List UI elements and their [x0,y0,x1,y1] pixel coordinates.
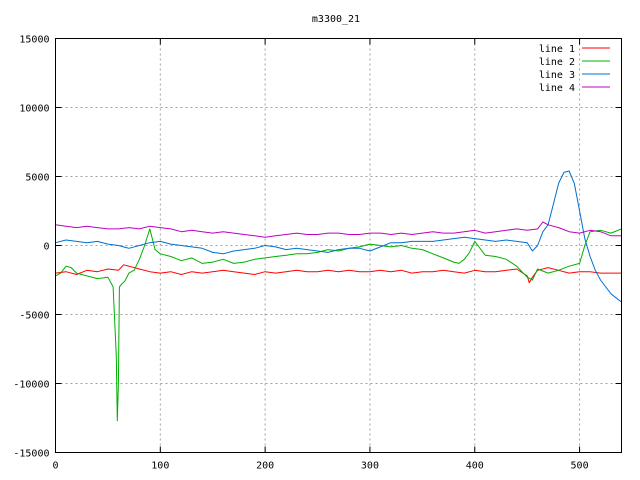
series-line-2 [55,228,622,422]
y-tick-label: 5000 [25,173,49,184]
y-tick-label: -10000 [13,380,49,391]
series-line-4 [55,221,622,238]
legend-label-2: line 2 [539,57,575,68]
x-tick-label: 100 [151,461,169,472]
legend-label-1: line 1 [539,44,575,55]
x-tick-label: 200 [256,461,274,472]
legend-label-3: line 3 [539,70,575,81]
grid [55,38,622,453]
x-tick-label: 300 [361,461,379,472]
axis-ticks: 0 100 200 300 400 500 -15000 -10000 -5000 0 5000 10… [13,35,622,472]
y-tick-label: -15000 [13,449,49,460]
y-tick-label: -5000 [19,311,49,322]
series-line-3 [55,170,622,303]
y-tick-label: 15000 [19,35,49,46]
y-tick-label: 0 [43,242,49,253]
x-tick-label: 400 [466,461,484,472]
chart-title: m3300_21 [312,14,360,25]
x-tick-label: 500 [571,461,589,472]
x-tick-label: 0 [52,461,58,472]
series-line-1 [55,264,622,284]
plot-frame [55,38,622,453]
series-group [55,170,622,422]
legend: line 1 line 2 line 3 line 4 [539,44,610,94]
legend-label-4: line 4 [539,83,575,94]
y-tick-label: 10000 [19,104,49,115]
